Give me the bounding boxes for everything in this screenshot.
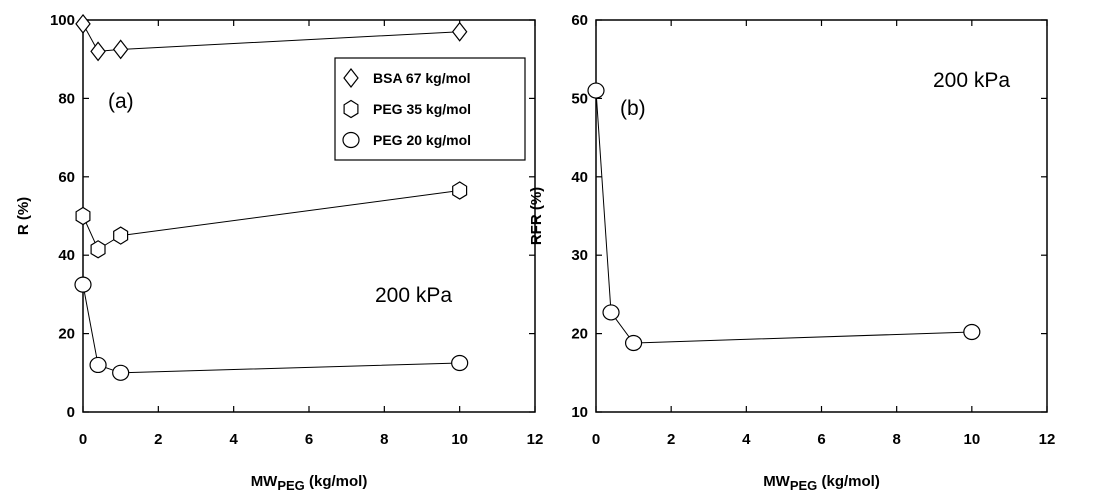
diamond-marker <box>112 39 129 60</box>
y-tick-label: 30 <box>571 247 588 264</box>
hexagon-marker <box>75 206 91 226</box>
y-tick-label: 60 <box>571 12 588 29</box>
x-label-sub: PEG <box>277 478 304 493</box>
hexagon-marker <box>90 240 106 259</box>
x-label-sub: PEG <box>790 478 817 493</box>
x-tick-label: 0 <box>592 431 600 448</box>
series-line <box>595 90 972 344</box>
y-tick-label: 40 <box>571 169 588 186</box>
circle-marker <box>112 364 130 381</box>
y-tick-label: 0 <box>67 404 75 421</box>
y-tick-label: 40 <box>58 247 75 264</box>
y-tick-label: 20 <box>571 326 588 343</box>
y-tick-label: 60 <box>58 169 75 186</box>
x-tick-label: 0 <box>79 431 87 448</box>
hexagon-marker <box>113 226 129 245</box>
x-tick-label: 2 <box>154 431 162 448</box>
circle-marker <box>624 334 643 352</box>
diamond-marker <box>75 13 91 34</box>
series-line <box>82 190 460 251</box>
legend-marker <box>342 131 360 149</box>
x-label-rest: (kg/mol) <box>817 473 880 490</box>
legend-marker <box>343 68 359 88</box>
x-tick-label: 8 <box>892 431 900 448</box>
x-tick-label: 6 <box>305 431 313 448</box>
x-tick-label: 12 <box>527 431 544 448</box>
diamond-marker <box>90 41 106 62</box>
y-tick-label: 80 <box>58 90 75 107</box>
circle-marker <box>451 354 469 372</box>
x-tick-label: 2 <box>667 431 675 448</box>
x-label-main: MW <box>251 473 278 490</box>
x-tick-label: 4 <box>229 431 238 448</box>
x-label-rest: (kg/mol) <box>305 473 368 490</box>
circle-marker <box>74 276 92 293</box>
y-tick-label: 10 <box>571 404 588 421</box>
annotation: 200 kPa <box>933 69 1010 92</box>
y-tick-label: 100 <box>50 12 75 29</box>
annotation: 200 kPa <box>375 284 452 307</box>
legend-label: PEG 20 kg/mol <box>373 132 471 148</box>
circle-marker <box>587 82 605 99</box>
x-tick-label: 10 <box>451 431 468 448</box>
annotation: (b) <box>620 97 646 120</box>
legend-marker <box>343 99 359 119</box>
legend-label: PEG 35 kg/mol <box>373 101 471 117</box>
diamond-marker <box>451 21 468 42</box>
x-axis-label: MWPEG (kg/mol) <box>251 473 368 493</box>
legend-box <box>334 57 526 161</box>
series-line <box>82 284 460 374</box>
y-tick-label: 50 <box>571 90 588 107</box>
x-tick-label: 12 <box>1039 431 1056 448</box>
y-tick-label: 20 <box>58 326 75 343</box>
x-tick-label: 4 <box>742 431 751 448</box>
hexagon-marker <box>452 181 468 200</box>
series-line <box>82 23 460 52</box>
annotation: (a) <box>108 90 134 113</box>
x-label-main: MW <box>763 473 790 490</box>
legend-label: BSA 67 kg/mol <box>373 70 471 86</box>
circle-marker <box>602 304 620 321</box>
chart-panel: 0 20 40 60 80 100 0 2 4 6 8 10 12 R (%) MWPEG (kg/mol)… <box>15 12 543 493</box>
chart-panel: 10 20 30 40 50 60 0 2 4 6 8 10 12 RFR (%) MWPEG (kg/mo… <box>528 12 1055 493</box>
x-tick-label: 10 <box>963 431 980 448</box>
x-tick-label: 6 <box>817 431 825 448</box>
y-axis-label: R (%) <box>15 197 32 235</box>
y-axis-label: RFR (%) <box>528 187 545 245</box>
circle-marker <box>963 323 981 341</box>
circle-marker <box>89 356 107 374</box>
x-tick-label: 8 <box>380 431 388 448</box>
x-axis-label: MWPEG (kg/mol) <box>763 473 880 493</box>
